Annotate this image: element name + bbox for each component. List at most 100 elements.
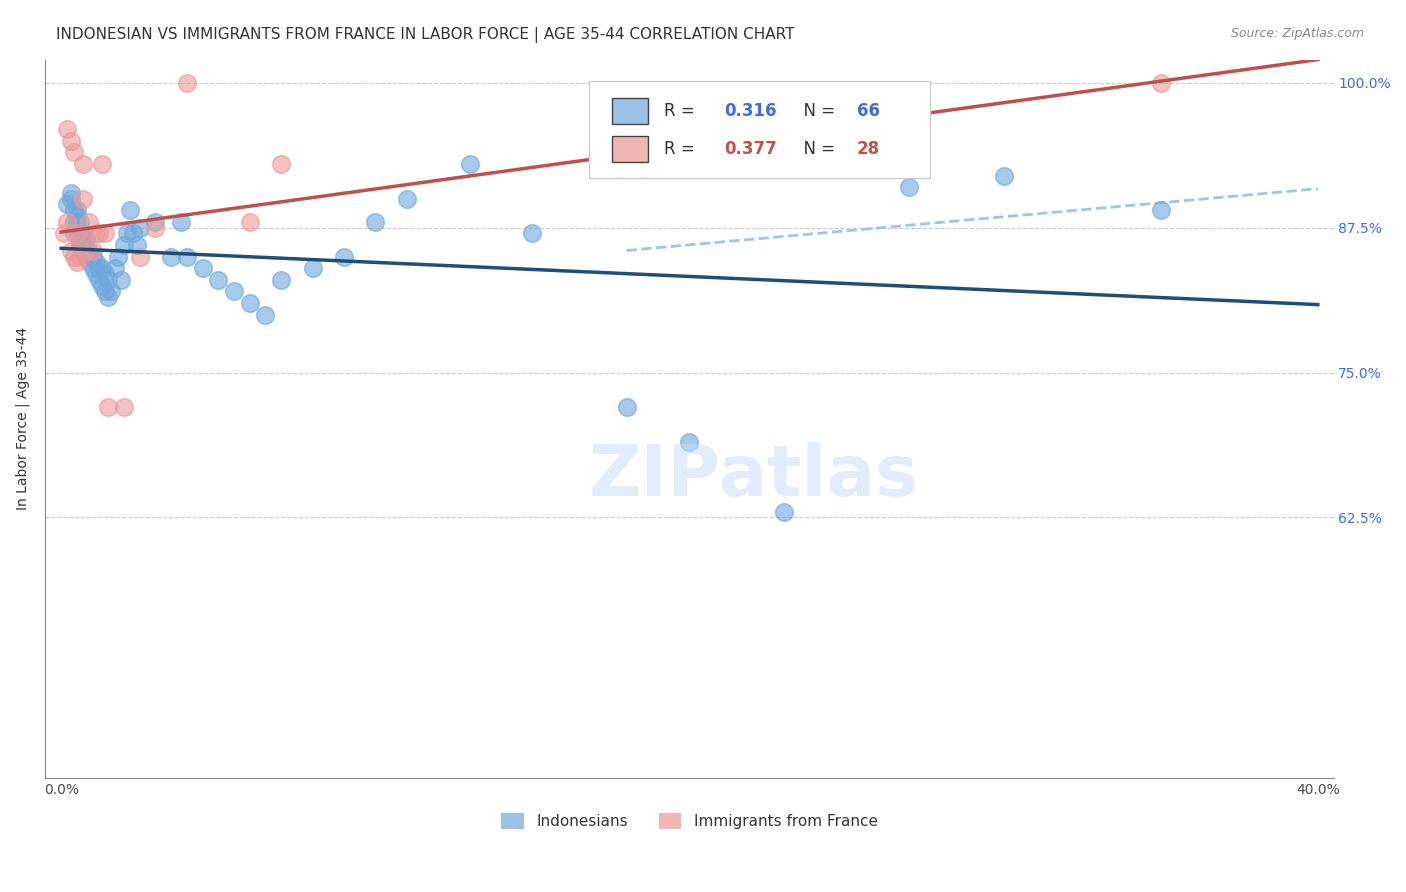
Point [145,220,167,235]
Point [79,255,101,269]
Point [1150,203,1173,218]
Point [75,244,97,258]
Point [84,255,107,269]
Point [97,401,120,415]
Point [69,232,91,246]
Point [66,255,89,269]
Point [66,203,89,218]
Point [53,227,76,241]
Text: ZIPatlas: ZIPatlas [589,442,920,511]
Text: INDONESIAN VS IMMIGRANTS FROM FRANCE IN LABOR FORCE | AGE 35-44 CORRELATION CHAR: INDONESIAN VS IMMIGRANTS FROM FRANCE IN … [56,27,794,43]
Point [59,134,82,148]
Point [97,290,120,304]
Text: R =: R = [664,102,700,120]
Point [72,244,94,258]
Text: 28: 28 [856,140,880,158]
Text: 66: 66 [856,102,880,120]
Point [72,227,94,241]
Point [69,238,91,252]
Point [107,250,129,264]
Point [678,435,700,450]
Text: N =: N = [793,102,839,120]
Point [72,157,94,171]
Point [72,192,94,206]
Point [898,180,921,194]
Point [59,244,82,258]
Point [56,197,79,211]
Point [91,157,114,171]
Point [458,157,481,171]
Point [176,76,198,90]
Point [522,227,544,241]
Point [84,267,107,281]
Point [66,215,89,229]
Point [69,227,91,241]
Point [270,157,292,171]
Point [239,215,262,229]
Point [62,250,84,264]
Point [301,261,323,276]
Point [82,244,104,258]
Point [239,296,262,310]
Y-axis label: In Labor Force | Age 35-44: In Labor Force | Age 35-44 [15,327,30,510]
Text: Source: ZipAtlas.com: Source: ZipAtlas.com [1230,27,1364,40]
Point [91,278,114,293]
Point [56,122,79,136]
Point [82,261,104,276]
Point [254,308,277,322]
Point [59,186,82,200]
Point [66,227,89,241]
Point [100,285,122,299]
Point [993,169,1015,183]
FancyBboxPatch shape [612,98,648,124]
Text: N =: N = [793,140,839,158]
Point [94,227,117,241]
Text: R =: R = [664,140,700,158]
Point [72,238,94,252]
Point [176,250,198,264]
Point [128,220,150,235]
Point [69,232,91,246]
Point [145,215,167,229]
Point [66,209,89,223]
Point [112,401,135,415]
Point [169,215,191,229]
Point [62,203,84,218]
Point [87,261,110,276]
Point [364,215,387,229]
Point [87,227,110,241]
Point [115,227,138,241]
Point [69,250,91,264]
Point [62,227,84,241]
Point [103,261,125,276]
Point [91,261,114,276]
Point [160,250,183,264]
Point [1150,76,1173,90]
Point [128,250,150,264]
Point [112,238,135,252]
Point [270,273,292,287]
Point [125,238,148,252]
Point [79,244,101,258]
Point [75,250,97,264]
Point [94,285,117,299]
Point [87,273,110,287]
FancyBboxPatch shape [589,81,931,178]
Point [56,215,79,229]
Point [395,192,418,206]
Point [69,215,91,229]
Point [122,227,145,241]
Point [79,215,101,229]
Point [97,273,120,287]
Point [62,145,84,160]
FancyBboxPatch shape [612,136,648,161]
Point [772,505,794,519]
Point [66,220,89,235]
Point [110,273,132,287]
Point [191,261,214,276]
Point [82,250,104,264]
Point [75,232,97,246]
Point [207,273,229,287]
Point [333,250,356,264]
Text: 0.316: 0.316 [724,102,776,120]
